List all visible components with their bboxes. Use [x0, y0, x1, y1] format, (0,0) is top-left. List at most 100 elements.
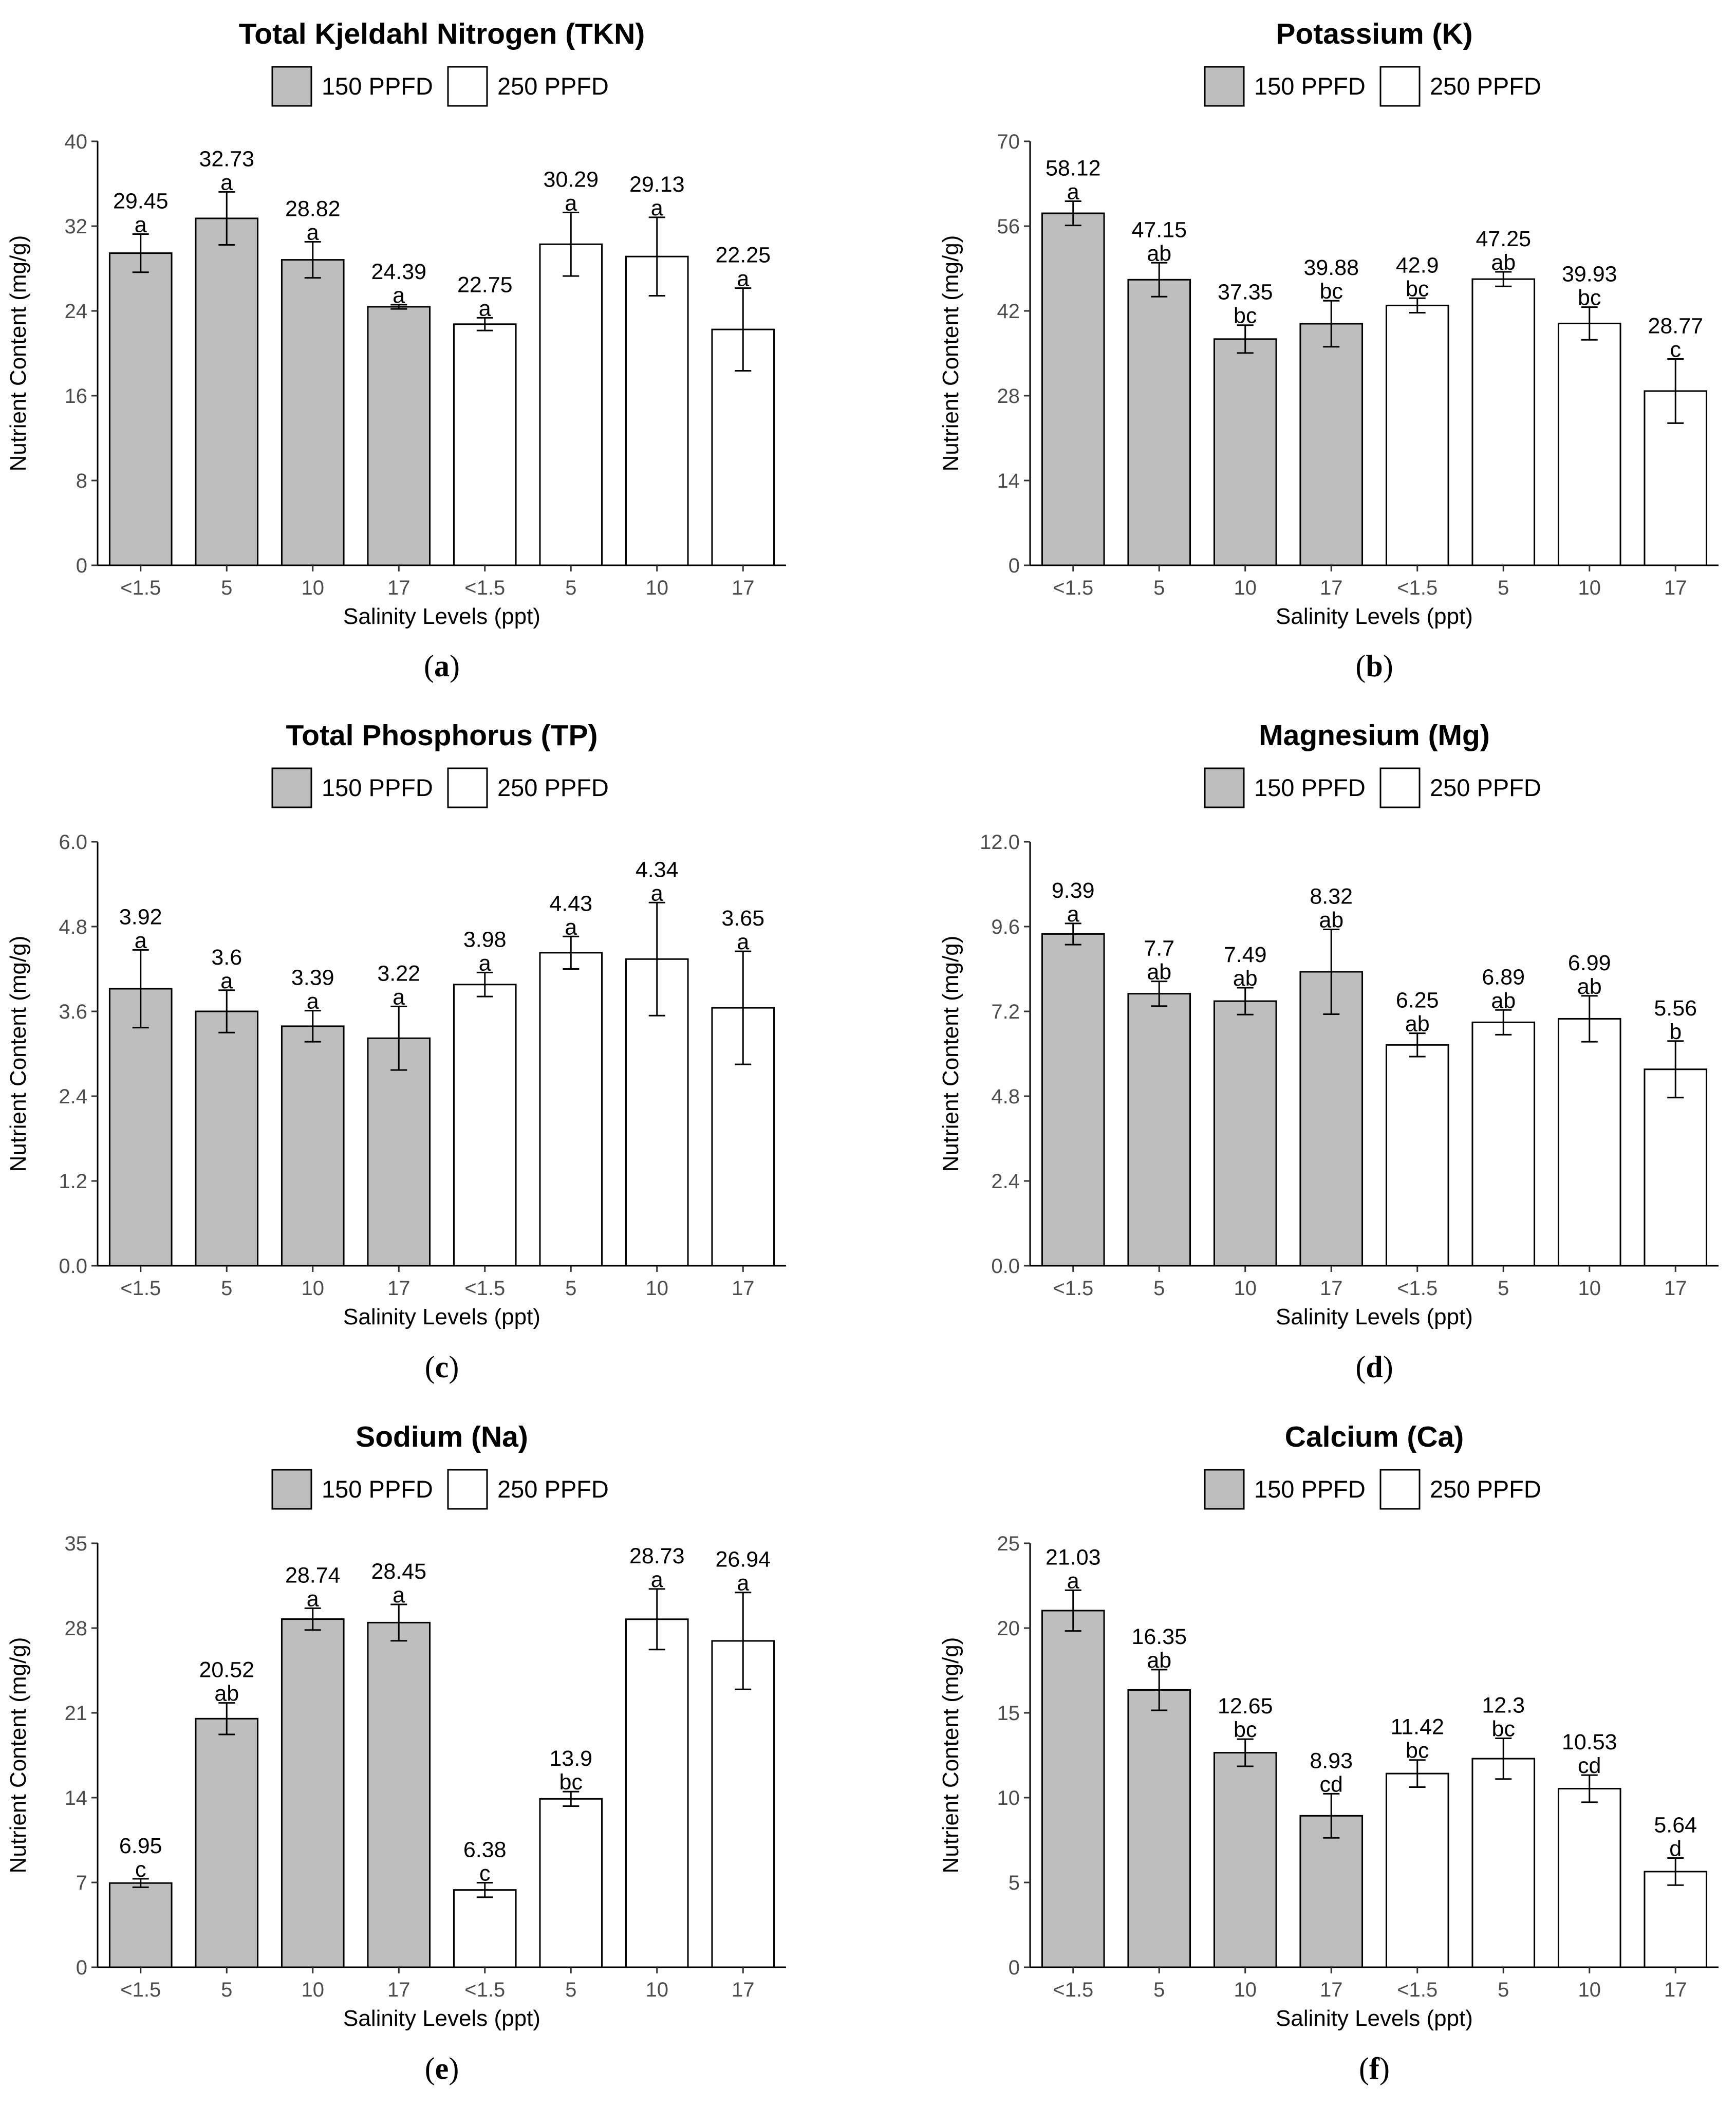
value-label: 58.12 — [1046, 156, 1101, 180]
chart-panel-b: Potassium (K) 150 PPFD 250 PPFD 0 14 28 42 56 70… — [938, 17, 1719, 683]
legend-swatch-150 — [1204, 767, 1245, 808]
legend-swatch-250 — [447, 66, 488, 107]
significance-letter: a — [565, 915, 577, 939]
significance-letter: a — [307, 220, 319, 245]
y-tick-label: 9.6 — [991, 916, 1020, 938]
y-tick-label: 1.2 — [59, 1170, 87, 1193]
x-axis-title: Salinity Levels (ppt) — [1276, 604, 1473, 629]
panel-label: (c) — [425, 1350, 459, 1384]
bar — [1557, 1788, 1621, 1968]
significance-letter: a — [220, 170, 233, 195]
value-label: 6.89 — [1482, 965, 1525, 989]
y-tick-label: 4.8 — [59, 916, 87, 938]
legend-swatch-150 — [271, 767, 312, 808]
x-tick-label: 17 — [1664, 1277, 1687, 1300]
x-tick-label: 10 — [1234, 577, 1257, 599]
legend-label-250: 250 PPFD — [497, 774, 609, 801]
significance-letter: a — [307, 989, 319, 1014]
significance-letter: ab — [1491, 988, 1516, 1013]
value-label: 39.93 — [1562, 262, 1617, 287]
value-label: 22.25 — [715, 243, 771, 268]
significance-letter: c — [135, 1857, 146, 1882]
chart-panel-f: Calcium (Ca) 150 PPFD 250 PPFD 0 5 10 15 20 25 Nu… — [938, 1420, 1719, 2085]
value-label: 3.6 — [211, 945, 242, 970]
bar — [453, 984, 517, 1267]
significance-letter: cd — [1320, 1772, 1343, 1797]
bar — [281, 1025, 345, 1267]
bar — [1127, 993, 1191, 1267]
y-tick-label: 0 — [76, 555, 87, 577]
x-tick-label: 17 — [732, 1979, 755, 2001]
value-label: 20.52 — [199, 1658, 254, 1683]
value-label: 29.13 — [629, 172, 685, 197]
y-tick-label: 56 — [997, 215, 1020, 238]
panel-label: (f) — [1359, 2052, 1390, 2085]
value-label: 6.99 — [1568, 951, 1611, 975]
x-axis-title: Salinity Levels (ppt) — [1276, 1304, 1473, 1329]
bar — [539, 243, 603, 566]
bar — [367, 1037, 431, 1267]
chart-panel-e: Sodium (Na) 150 PPFD 250 PPFD 0 7 14 21 28 35 Nut… — [6, 1420, 786, 2085]
y-tick-label: 16 — [65, 385, 88, 408]
bar — [1299, 971, 1364, 1267]
significance-letter: cd — [1578, 1753, 1601, 1778]
bar — [1644, 1871, 1708, 1968]
significance-letter: a — [135, 212, 147, 237]
value-label: 47.25 — [1476, 227, 1531, 251]
y-tick-label: 5 — [1009, 1872, 1020, 1894]
significance-letter: ab — [1491, 250, 1516, 275]
value-label: 28.73 — [629, 1544, 685, 1568]
chart-panel-d: Magnesium (Mg) 150 PPFD 250 PPFD 0.0 2.4 4.8 7… — [938, 719, 1719, 1384]
value-label: 8.93 — [1310, 1748, 1353, 1773]
bar — [195, 217, 259, 566]
x-tick-label: 10 — [1234, 1277, 1257, 1300]
value-label: 7.49 — [1224, 943, 1267, 967]
legend: 150 PPFD 250 PPFD — [271, 66, 609, 107]
x-tick-label: 17 — [1664, 1979, 1687, 2001]
significance-letter: bc — [1406, 276, 1429, 301]
value-label: 21.03 — [1046, 1545, 1101, 1569]
x-tick-label: 5 — [565, 1277, 576, 1300]
bar — [1557, 1018, 1621, 1267]
legend-swatch-150 — [1204, 1469, 1245, 1510]
value-label: 39.88 — [1303, 255, 1359, 280]
chart-panel-c: Total Phosphorus (TP) 150 PPFD 250 PPFD 0.0… — [6, 719, 786, 1384]
x-axis-title: Salinity Levels (ppt) — [343, 1304, 540, 1329]
value-label: 4.43 — [549, 891, 592, 916]
significance-letter: ab — [1147, 960, 1171, 985]
significance-letter: a — [393, 1583, 405, 1608]
significance-letter: a — [737, 930, 749, 954]
x-tick-label: 17 — [1320, 577, 1343, 599]
legend-swatch-250 — [447, 1469, 488, 1510]
chart-title: Total Kjeldahl Nitrogen (TKN) — [239, 17, 645, 50]
legend-swatch-250 — [1379, 767, 1421, 808]
legend-swatch-250 — [1379, 66, 1421, 107]
significance-letter: c — [479, 1861, 491, 1886]
legend-label-250: 250 PPFD — [1430, 1475, 1541, 1503]
bar — [195, 1010, 259, 1267]
significance-letter: ab — [1577, 974, 1602, 999]
legend: 150 PPFD 250 PPFD — [271, 1469, 609, 1510]
bar — [1213, 1000, 1277, 1267]
bar — [1385, 304, 1449, 566]
bar — [1299, 323, 1364, 566]
bar — [1471, 1021, 1536, 1267]
significance-letter: ab — [1233, 966, 1258, 991]
bar — [1385, 1044, 1449, 1267]
y-tick-label: 0.0 — [59, 1255, 87, 1278]
bar — [1213, 1752, 1277, 1968]
legend-label-250: 250 PPFD — [1430, 774, 1541, 801]
legend-label-250: 250 PPFD — [497, 1475, 609, 1503]
value-label: 13.9 — [549, 1746, 592, 1771]
significance-letter: bc — [1406, 1739, 1429, 1763]
panel-label: (e) — [425, 2052, 459, 2085]
significance-letter: a — [307, 1586, 319, 1611]
x-tick-label: 17 — [732, 577, 755, 599]
y-axis-title: Nutrient Content (mg/g) — [6, 1637, 31, 1874]
x-tick-label: 5 — [221, 577, 232, 599]
x-tick-label: 10 — [302, 1979, 325, 2001]
legend-label-150: 150 PPFD — [322, 1475, 433, 1503]
bar — [108, 988, 173, 1267]
y-tick-label: 12.0 — [980, 831, 1020, 854]
legend-label-250: 250 PPFD — [1430, 72, 1541, 100]
